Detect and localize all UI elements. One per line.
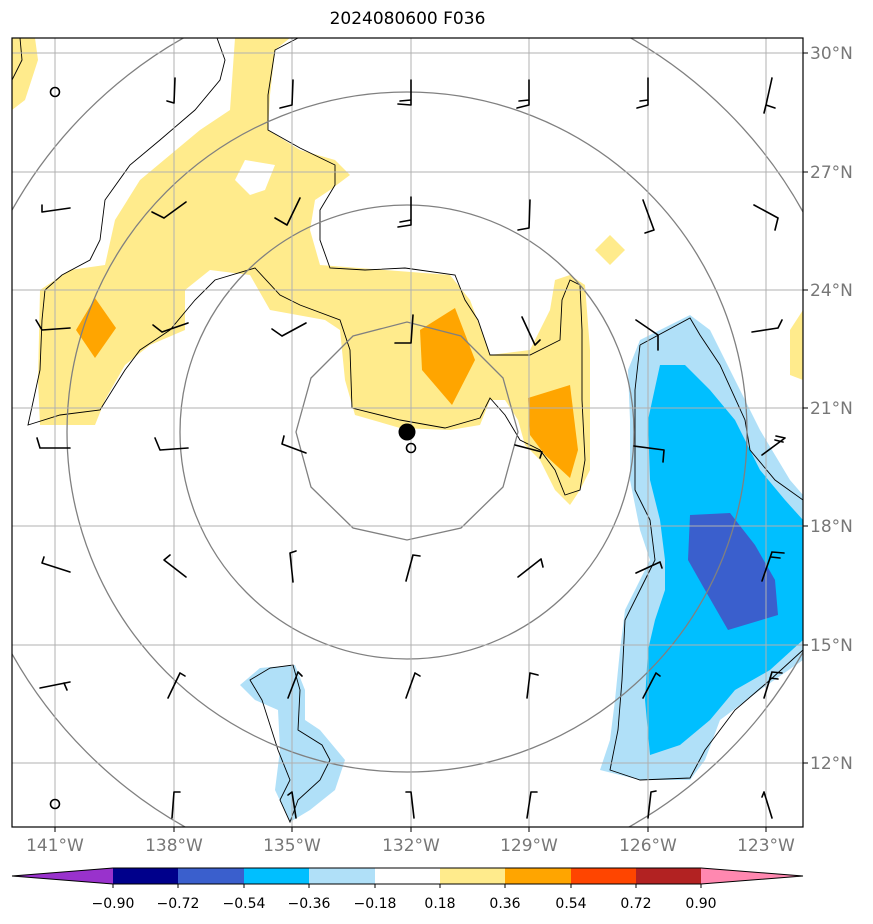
range-rings [12, 38, 803, 827]
lon-label: 123°W [737, 836, 795, 856]
colorbar-labels: −0.90 −0.72 −0.54 −0.36 −0.18 0.18 0.36 … [92, 896, 717, 912]
colorbar-segment [375, 868, 440, 884]
colorbar-tick-label: −0.54 [223, 896, 266, 912]
colorbar-segment [636, 868, 701, 884]
lat-label: 18°N [810, 517, 853, 537]
colorbar-segment [505, 868, 571, 884]
lat-label: 21°N [810, 399, 853, 419]
lon-label: 135°W [263, 836, 321, 856]
colorbar-segment [309, 868, 375, 884]
colorbar-extend-low [12, 868, 113, 884]
lon-label: 141°W [26, 836, 84, 856]
colorbar-tick-label: −0.72 [157, 896, 200, 912]
lat-label: 24°N [810, 281, 853, 301]
colorbar-segment [440, 868, 505, 884]
lat-label: 15°N [810, 636, 853, 656]
wind-barbs [35, 77, 786, 819]
colorbar-tick-label: 0.90 [685, 896, 716, 912]
storm-center-marker [398, 423, 416, 441]
colorbar-tick-label: 0.36 [489, 896, 520, 912]
colorbar [11, 867, 804, 888]
contour-lines [12, 38, 803, 824]
map-frame [11, 37, 804, 828]
colorbar-segment [113, 868, 178, 884]
colorbar-tick-label: −0.90 [92, 896, 135, 912]
gridlines [12, 38, 803, 827]
colorbar-tick-label: 0.18 [424, 896, 455, 912]
lat-ticks [803, 52, 808, 764]
colorbar-segment [571, 868, 636, 884]
negative-anomaly-strong [688, 513, 778, 630]
colorbar-segment [244, 868, 309, 884]
colorbar-tick-label: −0.18 [354, 896, 397, 912]
colorbar-tick-label: 0.54 [555, 896, 586, 912]
lat-label: 27°N [810, 163, 853, 183]
lon-label: 126°W [619, 836, 677, 856]
lon-labels: 141°W 138°W 135°W 132°W 129°W 126°W 123°… [26, 836, 795, 856]
map-title: 2024080600 F036 [329, 9, 486, 29]
calm-markers [49, 86, 417, 810]
colorbar-tick-label: 0.72 [620, 896, 651, 912]
colorbar-extend-high [701, 868, 803, 884]
lon-ticks [54, 827, 767, 832]
lon-label: 138°W [145, 836, 203, 856]
lon-label: 129°W [500, 836, 558, 856]
lat-label: 30°N [810, 44, 853, 64]
colorbar-segment [178, 868, 244, 884]
map-area [12, 38, 803, 827]
lat-label: 12°N [810, 754, 853, 774]
lon-label: 132°W [382, 836, 440, 856]
lat-labels: 30°N 27°N 24°N 21°N 18°N 15°N 12°N [810, 44, 853, 774]
colorbar-tick-label: −0.36 [288, 896, 331, 912]
